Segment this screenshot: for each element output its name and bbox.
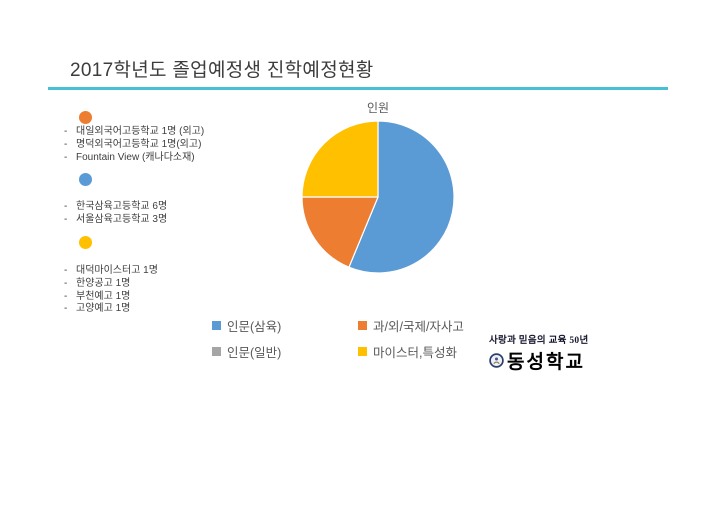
chart-title: 인원 [366, 101, 390, 115]
school-name: 동성학교 [507, 352, 585, 373]
school-item: 명덕외국어고등학교 1명(외고) [64, 139, 314, 152]
school-item: 고양예고 1명 [64, 303, 314, 316]
legend-label: 과/외/국제/자사고 [373, 320, 464, 334]
pie-chart [301, 120, 455, 274]
legend-swatch [212, 347, 221, 356]
legend-item: 마이스터,특성화 [358, 342, 464, 361]
pie-slice [301, 120, 379, 198]
school-item-list: 대일외국어고등학교 1명 (외고)명덕외국어고등학교 1명(외고)Fountai… [64, 126, 314, 164]
legend-item: 인문(삼육) [212, 316, 358, 335]
legend-item: 과/외/국제/자사고 [358, 316, 464, 335]
school-item: 대일외국어고등학교 1명 (외고) [64, 126, 314, 139]
school-item: 서울삼육고등학교 3명 [64, 214, 314, 227]
school-item-list: 대덕마이스터고 1명한양공고 1명부천예고 1명고양예고 1명 [64, 265, 314, 316]
school-item: 한양공고 1명 [64, 278, 314, 291]
legend-label: 인문(삼육) [227, 320, 282, 334]
school-group-foreign-language: 대일외국어고등학교 1명 (외고)명덕외국어고등학교 1명(외고)Fountai… [64, 111, 314, 164]
legend-swatch [358, 347, 367, 356]
school-item-list: 한국삼육고등학교 6명서울삼육고등학교 3명 [64, 201, 314, 227]
school-emblem-icon [489, 353, 504, 368]
school-group-meister-specialized: 대덕마이스터고 1명한양공고 1명부천예고 1명고양예고 1명 [64, 236, 314, 316]
logo-name-row: 동성학교 [489, 347, 589, 374]
school-item: 부천예고 1명 [64, 291, 314, 304]
group-bullet-dot [79, 173, 92, 186]
legend-label: 마이스터,특성화 [373, 346, 457, 360]
school-item: 한국삼육고등학교 6명 [64, 201, 314, 214]
title-underline [48, 87, 668, 90]
school-group-sahmyook: 한국삼육고등학교 6명서울삼육고등학교 3명 [64, 173, 314, 227]
logo-slogan: 사랑과 믿음의 교육 50년 [489, 336, 589, 346]
group-bullet-dot [79, 236, 92, 249]
legend-swatch [212, 321, 221, 330]
pie-slice [348, 120, 455, 274]
legend-item: 인문(일반) [212, 342, 358, 361]
school-item: Fountain View (캐나다소재) [64, 152, 314, 165]
legend-label: 인문(일반) [227, 346, 282, 360]
legend-swatch [358, 321, 367, 330]
slide-title: 2017학년도 졸업예정생 진학예정현황 [70, 60, 374, 81]
school-logo: 사랑과 믿음의 교육 50년 동성학교 [489, 332, 589, 374]
pie-slice [301, 196, 379, 268]
school-item: 대덕마이스터고 1명 [64, 265, 314, 278]
group-bullet-dot [79, 111, 92, 124]
